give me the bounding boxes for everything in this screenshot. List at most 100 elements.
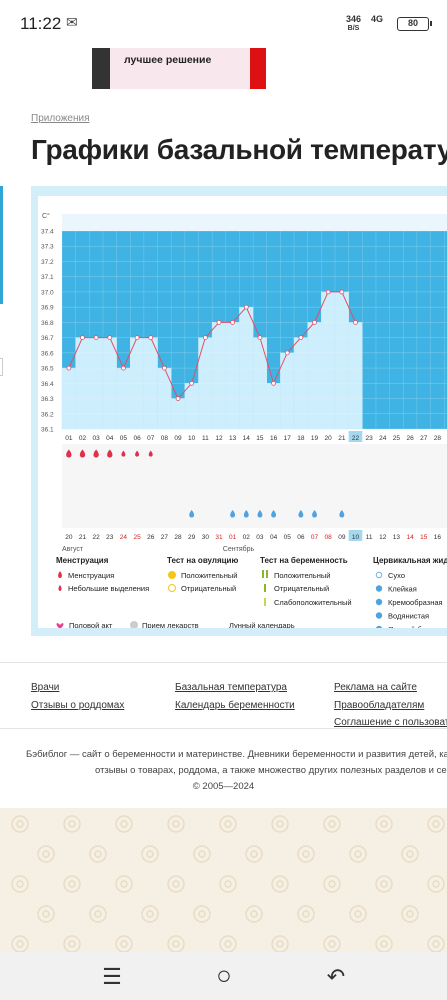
y-tick-label: 37.0 [41, 289, 54, 296]
temperature-point [148, 335, 154, 341]
cycle-day-label: 16 [270, 435, 278, 442]
date-label: 10 [352, 534, 360, 541]
copyright: © 2005—2024 [192, 781, 255, 792]
date-label: 14 [406, 534, 414, 541]
pattern-motif [193, 905, 211, 923]
chart-area: 37.4 37.3 37.2 37.1 37.0 36.9 36.8 36.7 36.6 36.5… [38, 196, 447, 634]
breadcrumb[interactable]: Приложения [31, 113, 90, 124]
cycle-day-label: 24 [379, 435, 387, 442]
pattern-motif [141, 845, 159, 863]
cycle-day-label: 15 [256, 435, 264, 442]
cycle-day-label: 11 [202, 435, 209, 442]
menstruation-drop [93, 449, 99, 458]
cycle-day-label: 02 [79, 435, 87, 442]
pattern-motif [432, 820, 440, 828]
temperature-point [93, 335, 99, 341]
pattern-motif [167, 935, 185, 952]
side-panel-handle[interactable] [0, 358, 3, 376]
pattern-motif [328, 820, 336, 828]
date-label: 13 [393, 534, 401, 541]
status-time: 11:22 [20, 14, 62, 33]
temperature-point [243, 304, 249, 310]
legend-item: Лунный календарь [229, 621, 295, 628]
pattern-motif [219, 875, 237, 893]
network-speed: 346 B/S [346, 15, 361, 33]
cycle-day-label: 08 [161, 435, 169, 442]
mucus-drop [230, 510, 236, 518]
date-label: 05 [284, 534, 292, 541]
date-label: 31 [215, 534, 223, 541]
pattern-motif [89, 845, 107, 863]
temp-fill-bar [211, 322, 227, 430]
footer-link-doctors[interactable]: Врачи [31, 682, 60, 693]
date-label: 11 [366, 534, 373, 541]
mucus-drop [257, 510, 263, 518]
back-icon[interactable]: ↶ [326, 964, 346, 989]
mucus-drop [271, 510, 277, 518]
temperature-point [284, 350, 290, 356]
footer-link-user-agreement[interactable]: Соглашение с пользовате [334, 717, 447, 728]
legend-item: Небольшие выделения [68, 584, 149, 593]
footer-link-copyright[interactable]: Правообладателям [334, 700, 425, 711]
pattern-motif [11, 935, 29, 952]
date-label: 24 [120, 534, 128, 541]
chart-svg: 37.4 37.3 37.2 37.1 37.0 36.9 36.8 36.7 36.6 36.5… [41, 212, 447, 634]
pattern-motif [42, 910, 50, 918]
date-label: 29 [188, 534, 196, 541]
temp-fill-bar [348, 322, 363, 430]
pattern-motif [250, 910, 258, 918]
footer-link-basal-temp[interactable]: Базальная температура [175, 682, 287, 693]
system-nav-bar: ☰ ○ ↶ [0, 952, 447, 1000]
pattern-motif [380, 940, 388, 948]
temp-fill-bar [184, 383, 199, 430]
date-label: 15 [420, 534, 428, 541]
legend-item: Сухо [388, 571, 405, 580]
legend-item: Положительный [181, 571, 237, 580]
cycle-day-label: 10 [188, 435, 196, 442]
temperature-point [298, 335, 304, 341]
pattern-motif [63, 815, 81, 833]
cycle-day-label: 20 [325, 435, 333, 442]
pattern-motif [16, 880, 24, 888]
pattern-motif [224, 820, 232, 828]
pattern-motif [89, 905, 107, 923]
pattern-motif [16, 940, 24, 948]
home-icon[interactable]: ○ [216, 960, 232, 990]
temperature-point [175, 396, 181, 401]
pregnancy-positive-icon [262, 570, 264, 578]
temperature-point [325, 289, 331, 295]
ad-banner[interactable]: лучшее решение [92, 48, 266, 89]
about-text: Бэбиблог — сайт о беременности и материн… [0, 747, 447, 795]
pattern-motif [354, 910, 362, 918]
y-tick-label: 36.9 [41, 305, 54, 312]
pattern-motif [271, 815, 289, 833]
pattern-motif [323, 935, 341, 952]
pattern-motif [68, 880, 76, 888]
pattern-motif [141, 905, 159, 923]
status-bar: 11:22 ✉ 346 B/S 4G 80 [0, 0, 447, 48]
date-label: 20 [65, 534, 73, 541]
pattern-motif [328, 940, 336, 948]
speed-unit: B/S [347, 25, 360, 32]
date-label: 07 [311, 534, 319, 541]
medication-legend-icon [130, 621, 138, 629]
temperature-point [353, 319, 358, 325]
pattern-motif [63, 875, 81, 893]
y-tick-label: 36.1 [41, 427, 54, 434]
pregnancy-positive-icon [266, 570, 268, 578]
date-label: 30 [202, 534, 210, 541]
recents-icon[interactable]: ☰ [102, 964, 122, 989]
ad-text: лучшее решение [124, 54, 212, 66]
side-panel-edge[interactable] [0, 186, 3, 304]
pattern-motif [375, 935, 393, 952]
pattern-motif [63, 935, 81, 952]
date-label: 01 [229, 534, 237, 541]
cervical-legend-icon [375, 625, 383, 633]
footer-link-pregnancy-calendar[interactable]: Календарь беременности [175, 700, 295, 711]
footer-link-maternity-reviews[interactable]: Отзывы о роддомах [31, 700, 125, 711]
pattern-motif [250, 850, 258, 858]
current-day-highlight [348, 431, 363, 442]
symptoms-area [62, 444, 447, 528]
footer-link-advertising[interactable]: Реклама на сайте [334, 682, 417, 693]
legend-item: Половой акт [69, 621, 113, 628]
